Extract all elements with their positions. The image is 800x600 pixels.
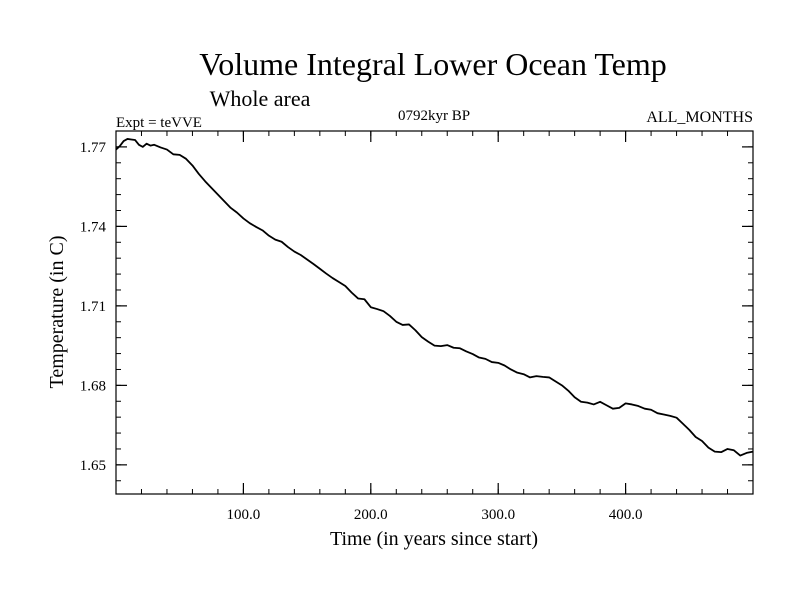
y-axis-label: Temperature (in C) — [46, 236, 68, 389]
plot-frame — [115, 130, 754, 495]
chart-subtitle: Whole area — [210, 86, 311, 111]
chart-title: Volume Integral Lower Ocean Temp — [199, 46, 667, 82]
experiment-label: Expt = teVVE — [116, 115, 202, 131]
y-tick-labels: 1.77 1.74 1.71 1.68 1.65 — [80, 140, 107, 474]
y-tick-label: 1.71 — [80, 299, 106, 315]
x-tick-label: 200.0 — [354, 507, 388, 523]
x-axis-label: Time (in years since start) — [330, 528, 538, 550]
axis-ticks — [116, 131, 753, 494]
months-label: ALL_MONTHS — [646, 109, 753, 126]
x-tick-label: 400.0 — [609, 507, 643, 523]
y-tick-label: 1.65 — [80, 458, 106, 474]
x-tick-label: 100.0 — [227, 507, 261, 523]
y-tick-label: 1.74 — [80, 219, 107, 235]
period-label: 0792kyr BP — [398, 108, 470, 124]
y-tick-label: 1.77 — [80, 140, 107, 156]
x-tick-label: 300.0 — [481, 507, 515, 523]
y-tick-label: 1.68 — [80, 378, 106, 394]
x-tick-labels: 100.0 200.0 300.0 400.0 — [227, 507, 643, 523]
temperature-series-line — [115, 138, 754, 457]
